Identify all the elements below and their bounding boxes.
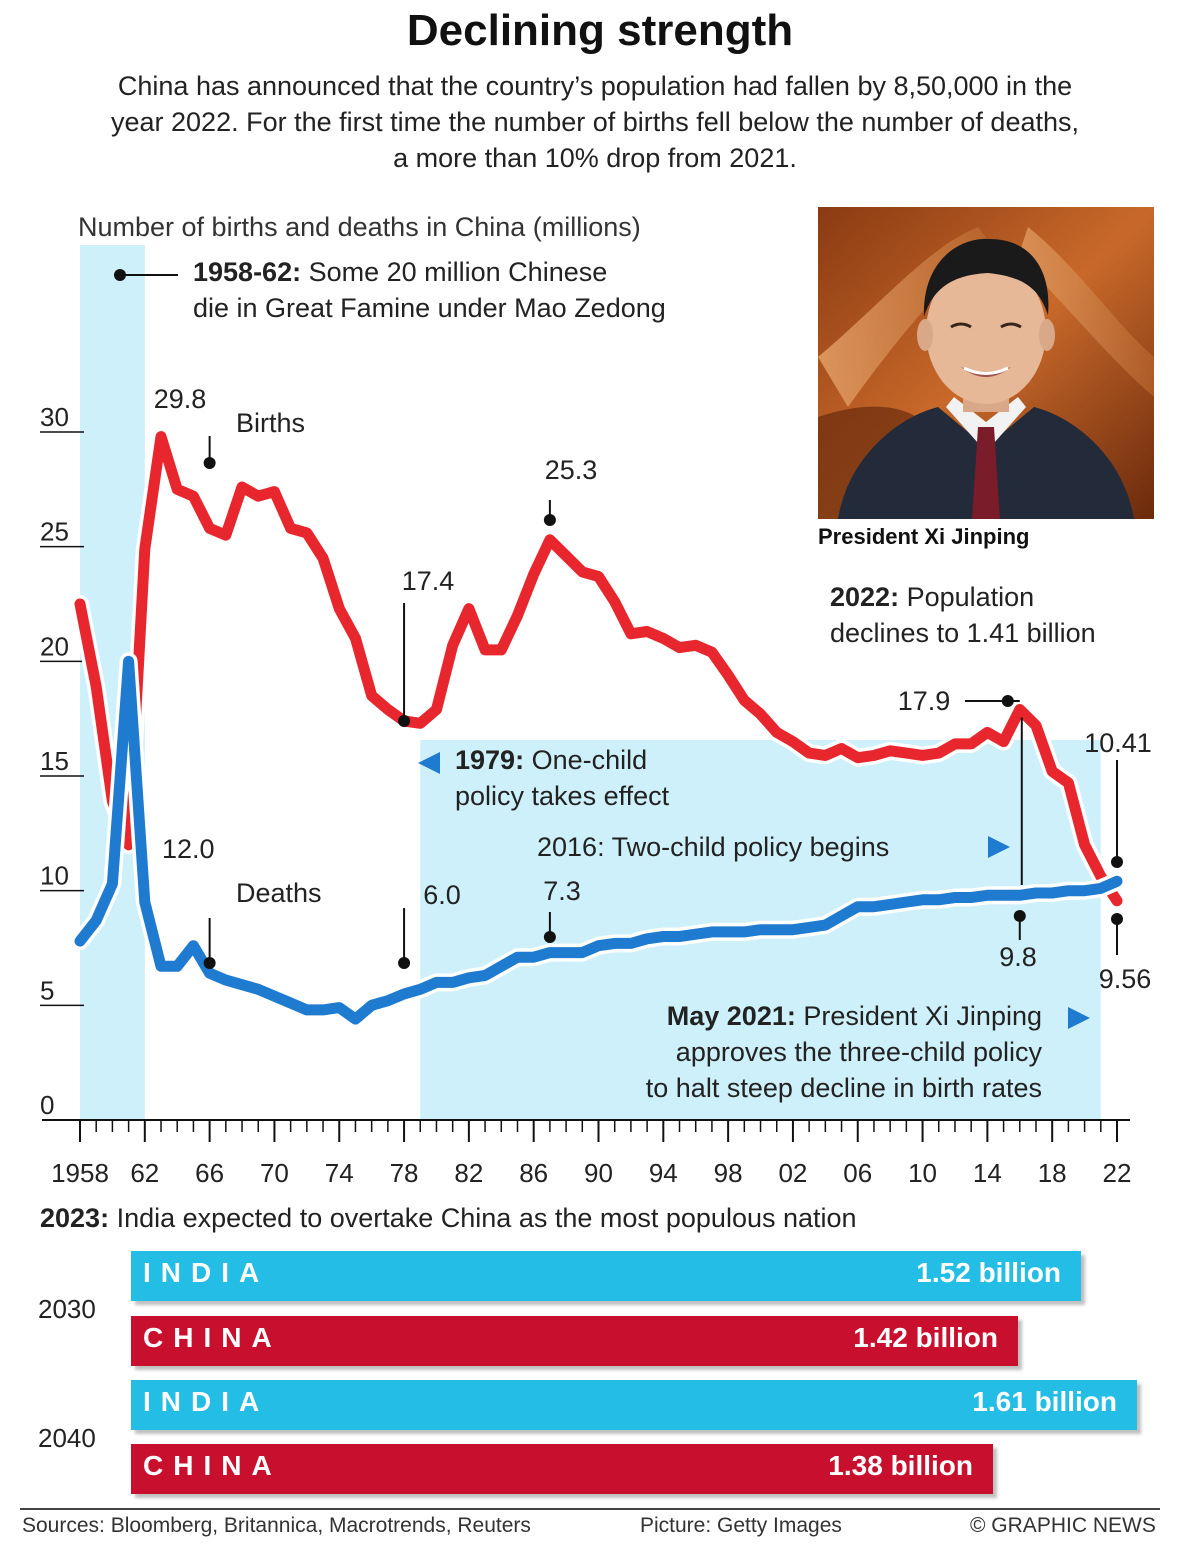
famine-annotation-line2: die in Great Famine under Mao Zedong bbox=[193, 293, 666, 323]
x-tick-label: 86 bbox=[519, 1158, 548, 1188]
data-label-deaths-2016: 9.8 bbox=[999, 942, 1037, 972]
bar-china-2030: CHINA 1.42 billion bbox=[131, 1316, 1018, 1366]
series-line-deaths bbox=[74, 655, 1123, 1025]
two-child-annotation: 2016: Two-child policy begins bbox=[537, 832, 889, 862]
footer-sources: Sources: Bloomberg, Britannica, Macrotre… bbox=[22, 1514, 531, 1537]
famine-marker bbox=[114, 269, 126, 281]
x-tick-label: 1958 bbox=[51, 1158, 109, 1188]
chart-title: Number of births and deaths in China (mi… bbox=[78, 212, 641, 242]
footer-copyright: © GRAPHIC NEWS bbox=[970, 1514, 1156, 1537]
births-marker bbox=[203, 457, 216, 469]
y-tick-label: 20 bbox=[40, 631, 69, 661]
bar-china-2040: CHINA 1.38 billion bbox=[131, 1444, 993, 1494]
x-tick-label: 02 bbox=[778, 1158, 807, 1188]
bar-value-label: 1.38 billion bbox=[828, 1450, 973, 1481]
marker-deaths-2022 bbox=[1111, 856, 1123, 868]
one-child-annotation-line2: policy takes effect bbox=[455, 781, 670, 811]
data-label-births-1963: 29.8 bbox=[154, 384, 207, 414]
x-tick-label: 70 bbox=[260, 1158, 289, 1188]
subtitle-line: a more than 10% drop from 2021. bbox=[393, 143, 797, 173]
famine-annotation: 1958-62: Some 20 million Chinese bbox=[193, 257, 607, 287]
footer-picture-credit: Picture: Getty Images bbox=[640, 1514, 842, 1537]
marker-births-1987 bbox=[543, 514, 556, 526]
chart-callouts: Births 29.8 12.0 17.4 25.3 17.9 Deaths 6.0 7.3 9.… bbox=[154, 384, 1152, 994]
marker-deaths-1987 bbox=[543, 931, 556, 943]
one-child-arrow bbox=[418, 752, 440, 774]
marker-deaths-2016 bbox=[1013, 910, 1026, 922]
y-tick-label: 30 bbox=[40, 402, 69, 432]
bar-country-label: CHINA bbox=[143, 1450, 282, 1481]
two-child-arrow bbox=[988, 836, 1010, 858]
three-child-annotation: May 2021: President Xi Jinping bbox=[667, 1001, 1042, 1031]
page-subtitle: China has announced that the country’s p… bbox=[40, 68, 1150, 176]
bar-value-label: 1.52 billion bbox=[916, 1257, 1061, 1288]
y-tick-label: 5 bbox=[40, 975, 54, 1005]
x-tick-label: 74 bbox=[325, 1158, 354, 1188]
marker-deaths-1978 bbox=[398, 957, 411, 969]
subtitle-line: China has announced that the country’s p… bbox=[117, 71, 1073, 101]
data-label-deaths-1978: 6.0 bbox=[423, 880, 461, 910]
births-series-label: Births bbox=[236, 408, 305, 438]
three-child-annotation-line3: to halt steep decline in birth rates bbox=[646, 1073, 1042, 1103]
subtitle-line: year 2022. For the first time the number… bbox=[111, 107, 1079, 137]
photo-caption: President Xi Jinping bbox=[818, 524, 1030, 549]
y-tick-label: 10 bbox=[40, 861, 69, 891]
marker-births-2016 bbox=[1001, 695, 1014, 707]
y-tick-label: 0 bbox=[40, 1090, 54, 1120]
footer-divider bbox=[20, 1508, 1160, 1510]
page-title: Declining strength bbox=[406, 6, 794, 55]
year-label-2040: 2040 bbox=[38, 1423, 96, 1453]
bar-india-2040: INDIA 1.61 billion bbox=[131, 1380, 1137, 1430]
deaths-series-label: Deaths bbox=[236, 878, 322, 908]
x-tick-label: 62 bbox=[130, 1158, 159, 1188]
x-tick-label: 10 bbox=[908, 1158, 937, 1188]
three-child-arrow bbox=[1068, 1007, 1090, 1029]
chart-axes: 1958 62 66 70 74 78 82 86 90 94 98 02 06 10 14 18 22 0 5 10… bbox=[40, 402, 1131, 1188]
bar-value-label: 1.42 billion bbox=[853, 1322, 998, 1353]
bar-country-label: INDIA bbox=[143, 1386, 270, 1417]
y-tick-label: 15 bbox=[40, 746, 69, 776]
bar-country-label: CHINA bbox=[143, 1322, 282, 1353]
data-label-deaths-1987: 7.3 bbox=[543, 876, 581, 906]
marker-births-2022 bbox=[1111, 913, 1123, 925]
data-label-deaths-2022: 10.41 bbox=[1084, 728, 1152, 758]
x-tick-label: 82 bbox=[454, 1158, 483, 1188]
data-label-births-2022: 9.56 bbox=[1099, 964, 1152, 994]
x-tick-label: 94 bbox=[649, 1158, 678, 1188]
x-tick-label: 98 bbox=[714, 1158, 743, 1188]
line-chart: Number of births and deaths in China (mi… bbox=[40, 212, 1152, 1188]
series-line-births bbox=[74, 431, 1123, 907]
bar-country-label: INDIA bbox=[143, 1257, 270, 1288]
x-tick-label: 14 bbox=[973, 1158, 1002, 1188]
deaths-marker bbox=[203, 957, 216, 969]
three-child-annotation-line2: approves the three-child policy bbox=[676, 1037, 1043, 1067]
population-annotation-line2: declines to 1.41 billion bbox=[830, 618, 1096, 648]
x-tick-label: 90 bbox=[584, 1158, 613, 1188]
chart-series bbox=[71, 427, 1126, 1029]
data-label-births-1961: 12.0 bbox=[162, 834, 215, 864]
x-tick-label: 18 bbox=[1038, 1158, 1067, 1188]
bar-value-label: 1.61 billion bbox=[972, 1386, 1117, 1417]
x-tick-label: 66 bbox=[195, 1158, 224, 1188]
data-label-births-1978: 17.4 bbox=[402, 566, 455, 596]
bar-india-2030: INDIA 1.52 billion bbox=[131, 1251, 1081, 1301]
x-tick-label: 22 bbox=[1103, 1158, 1132, 1188]
projection-title: 2023: India expected to overtake China a… bbox=[40, 1203, 857, 1233]
data-label-births-1987: 25.3 bbox=[545, 455, 598, 485]
y-tick-label: 25 bbox=[40, 517, 69, 547]
x-tick-label: 06 bbox=[843, 1158, 872, 1188]
marker-births-1978 bbox=[398, 714, 411, 727]
x-tick-label: 78 bbox=[390, 1158, 419, 1188]
one-child-annotation: 1979: One-child bbox=[455, 745, 647, 775]
population-annotation: 2022: Population bbox=[830, 582, 1034, 612]
xi-jinping-photo bbox=[818, 207, 1154, 519]
year-label-2030: 2030 bbox=[38, 1294, 96, 1324]
data-label-births-2016: 17.9 bbox=[898, 686, 951, 716]
